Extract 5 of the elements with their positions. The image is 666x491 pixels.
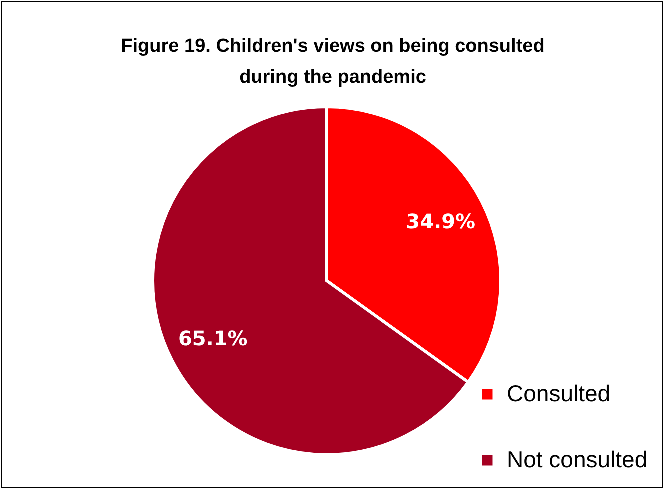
chart-title: Figure 19. Children's views on being consulted during the pandemic (121, 36, 545, 88)
data-label: 65.1% (178, 326, 248, 350)
legend-label: Not consulted (507, 446, 648, 472)
data-label: 34.9% (406, 210, 476, 234)
legend-label: Consulted (507, 380, 611, 406)
